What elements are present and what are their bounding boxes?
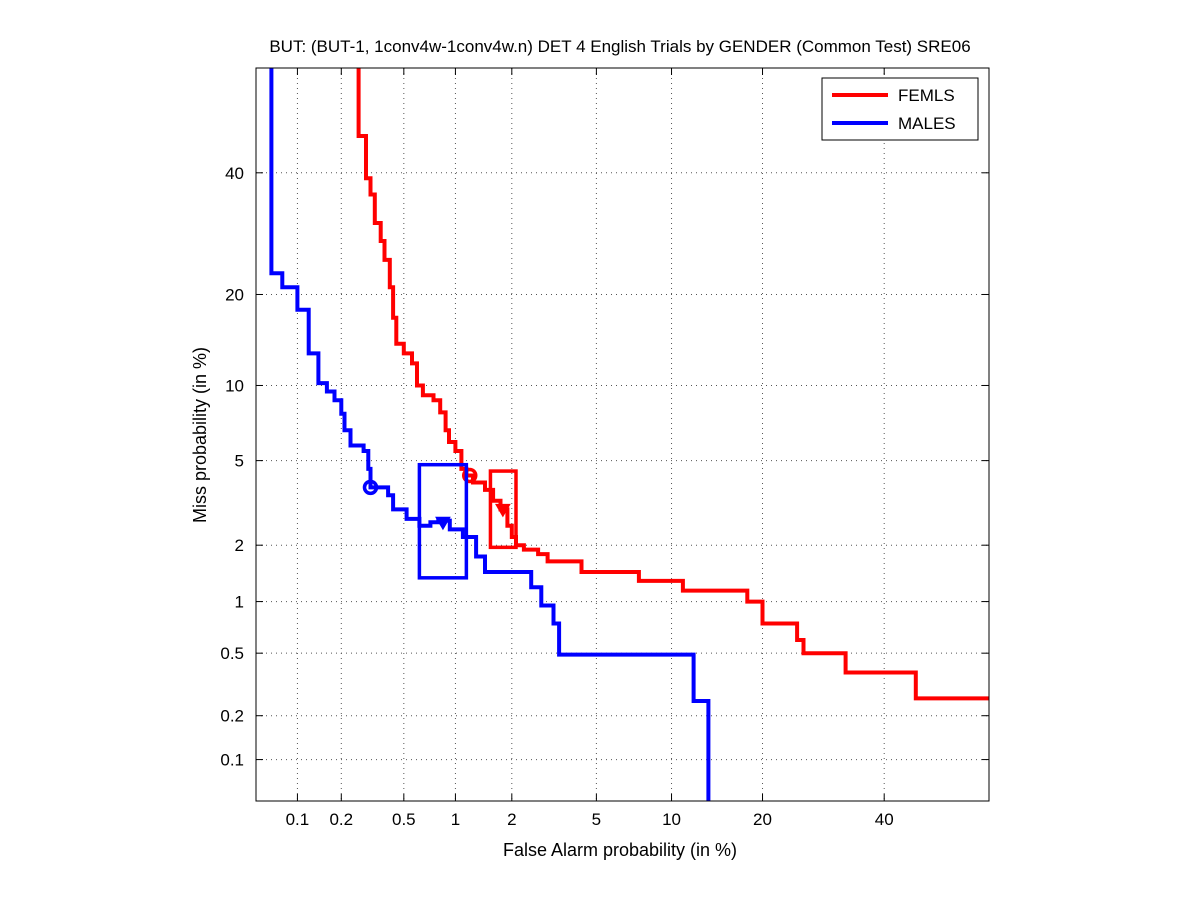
actual-dcf-marker-femls [495,503,511,518]
actual-dcf-marker-males [435,516,451,531]
x-tick-label-10: 10 [662,810,681,829]
y-axis-label: Miss probability (in %) [190,347,210,523]
grid [256,68,989,801]
y-tick-label-40: 40 [225,164,244,183]
y-tick-label-20: 20 [225,285,244,304]
confidence-box-femls [488,469,518,550]
legend-label-femls: FEMLS [898,86,955,105]
x-tick-label-0-1: 0.1 [286,810,310,829]
x-tick-label-0-5: 0.5 [392,810,416,829]
confidence-box-males [417,462,469,580]
series-line-males [269,68,711,801]
chart-title: BUT: (BUT-1, 1conv4w-1conv4w.n) DET 4 En… [269,37,970,56]
legend-box [821,77,979,141]
min-dcf-marker-femls [461,467,478,484]
y-tick-label-0-2: 0.2 [220,707,244,726]
y-tick-label-10: 10 [225,376,244,395]
y-tick-label-2: 2 [235,536,244,555]
x-axis-label: False Alarm probability (in %) [503,840,737,860]
y-tick-label-0-1: 0.1 [220,751,244,770]
x-tick-label-40: 40 [875,810,894,829]
legend: FEMLS MALES [821,77,979,141]
x-axis: 0.1 0.2 0.5 1 2 5 10 20 40 [286,68,894,829]
x-tick-label-0-2: 0.2 [329,810,353,829]
x-tick-label-20: 20 [753,810,772,829]
legend-label-males: MALES [898,114,956,133]
y-tick-label-5: 5 [235,452,244,471]
y-tick-label-0-5: 0.5 [220,644,244,663]
plot-area [269,68,989,801]
y-axis: 0.1 0.2 0.5 1 2 5 10 20 40 [220,164,989,770]
x-tick-label-1: 1 [451,810,460,829]
y-tick-label-1: 1 [235,593,244,612]
min-dcf-marker-males [362,479,379,496]
x-tick-label-5: 5 [592,810,601,829]
x-tick-label-2: 2 [507,810,516,829]
series-males [269,68,711,801]
axes-frame [255,67,990,802]
